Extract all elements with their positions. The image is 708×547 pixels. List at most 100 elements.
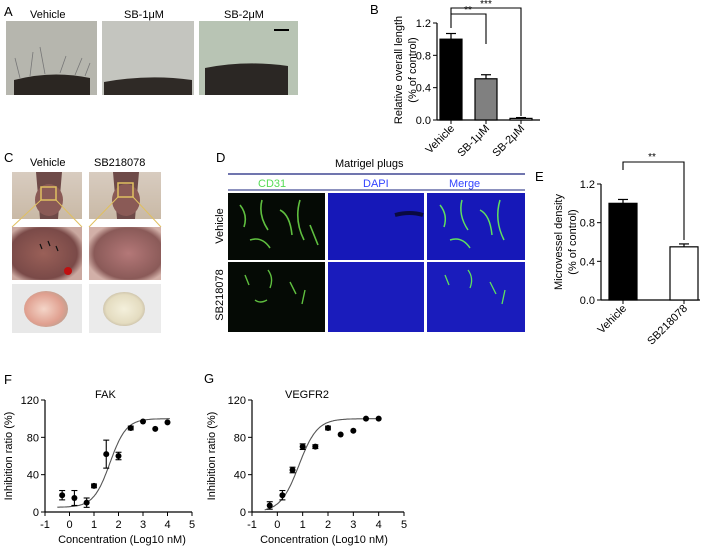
x-tick-label: 4 xyxy=(376,519,382,531)
panel-c: C Vehicle SB218078 xyxy=(4,150,162,333)
data-point xyxy=(299,443,306,450)
row-label-vehicle: Vehicle xyxy=(214,208,226,243)
x-tick-label: 1 xyxy=(300,519,306,531)
panel-d-title: Matrigel plugs xyxy=(335,158,404,170)
x-tick-label: Vehicle xyxy=(596,303,630,337)
x-tick-label: 0 xyxy=(66,519,72,531)
data-point xyxy=(375,415,382,422)
x-tick-label: -1 xyxy=(40,519,50,531)
x-tick-label: 5 xyxy=(401,519,407,531)
panel-a-label-sb-2um: SB-2μM xyxy=(224,9,264,21)
panel-f-letter: F xyxy=(4,372,12,387)
plug-image-vehicle xyxy=(12,284,82,333)
panel-d: D Matrigel plugs CD31 DAPI Merge Vehicle… xyxy=(214,150,525,332)
panel-a-label-vehicle: Vehicle xyxy=(30,9,65,21)
sig-label: *** xyxy=(480,0,492,10)
data-point xyxy=(103,451,110,458)
data-point xyxy=(325,425,331,431)
micrograph-merge-sb218078 xyxy=(427,262,525,332)
panel-b-letter: B xyxy=(370,2,379,17)
x-tick-label: 4 xyxy=(164,519,170,531)
data-point xyxy=(363,415,369,422)
x-tick-label: SB-1μM xyxy=(455,123,492,160)
x-tick-label: -1 xyxy=(247,519,257,531)
data-point xyxy=(164,419,171,426)
zoom-line-left-b xyxy=(55,199,83,228)
data-point xyxy=(312,443,319,450)
micrograph-dapi-sb218078 xyxy=(328,262,424,332)
data-point xyxy=(140,418,146,425)
sig-label: ** xyxy=(648,152,656,163)
panel-g-xlabel: Concentration (Log10 nM) xyxy=(260,534,388,546)
x-tick-label: SB-2μM xyxy=(490,123,527,160)
panel-a-label-sb-1um: SB-1μM xyxy=(124,9,164,21)
x-tick-label: Vehicle xyxy=(424,123,458,157)
panel-f-xlabel: Concentration (Log10 nM) xyxy=(58,534,186,546)
data-point xyxy=(59,492,66,499)
data-point xyxy=(71,495,78,501)
sig-label: ** xyxy=(464,5,472,16)
y-tick-label: 80 xyxy=(234,432,246,444)
data-point xyxy=(350,427,357,434)
y-tick-label: 0.0 xyxy=(580,295,595,307)
x-tick-label: 2 xyxy=(115,519,121,531)
x-tick-label: 3 xyxy=(350,519,356,531)
panel-e-axes: 0.0 0.4 0.8 1.2 Vehicle SB218078 ** xyxy=(580,152,700,347)
panel-f-ylabel: Inhibition ratio (%) xyxy=(3,412,15,501)
zoom-line-right-b xyxy=(132,196,162,228)
channel-label-dapi: DAPI xyxy=(363,178,389,190)
panel-e-ylabel-line1: Microvessel density xyxy=(553,194,565,290)
panel-g-letter: G xyxy=(204,371,214,386)
panel-g-title: VEGFR2 xyxy=(285,389,329,401)
data-point xyxy=(152,425,159,432)
skin-zoom-image-sb218078 xyxy=(89,227,161,280)
plug-image-sb218078 xyxy=(89,284,161,333)
micrograph-merge-vehicle xyxy=(427,193,525,260)
panel-c-letter: C xyxy=(4,150,13,165)
row-label-sb218078: SB218078 xyxy=(214,269,226,320)
y-tick-label: 80 xyxy=(27,432,39,444)
zoom-line-right-a xyxy=(88,196,119,228)
y-tick-label: 40 xyxy=(234,470,246,482)
panel-g-ylabel: Inhibition ratio (%) xyxy=(206,412,218,501)
data-point xyxy=(91,482,97,489)
channel-label-merge: Merge xyxy=(449,178,480,190)
channel-label-cd31: CD31 xyxy=(258,178,286,190)
bar xyxy=(474,78,498,121)
sig-bracket xyxy=(450,13,487,44)
panel-e: E 0.0 0.4 0.8 1.2 Vehicle SB218078 ** Microves… xyxy=(535,152,700,347)
panel-a-letter: A xyxy=(4,4,13,19)
mouse-image-vehicle xyxy=(12,172,82,219)
x-tick-label: SB218078 xyxy=(645,303,690,348)
x-tick-label: 3 xyxy=(140,519,146,531)
y-tick-label: 1.2 xyxy=(416,18,431,30)
mouse-image-sb218078 xyxy=(89,172,161,219)
bar xyxy=(608,202,638,301)
y-tick-label: 40 xyxy=(27,470,39,482)
panel-a: A Vehicle SB-1μM SB-2μM xyxy=(4,4,298,95)
data-point xyxy=(83,499,90,506)
y-tick-label: 0.0 xyxy=(416,115,431,127)
sig-bracket xyxy=(450,7,522,116)
panel-e-ylabel-line2: (% of control) xyxy=(567,209,579,274)
y-tick-label: 0.8 xyxy=(416,50,431,62)
x-tick-label: 5 xyxy=(189,519,195,531)
data-point xyxy=(289,467,296,473)
micrograph-dapi-vehicle xyxy=(328,193,424,260)
scale-bar xyxy=(274,29,289,31)
panel-b-ylabel-line2: (% of control) xyxy=(407,37,419,102)
data-point xyxy=(279,492,286,499)
y-tick-label: 0.4 xyxy=(580,256,595,268)
sig-bracket xyxy=(622,161,685,240)
y-tick-label: 1.2 xyxy=(580,179,595,191)
aortic-ring-image-sb-1um xyxy=(102,21,194,95)
x-tick-label: 0 xyxy=(274,519,280,531)
data-point xyxy=(115,453,122,459)
